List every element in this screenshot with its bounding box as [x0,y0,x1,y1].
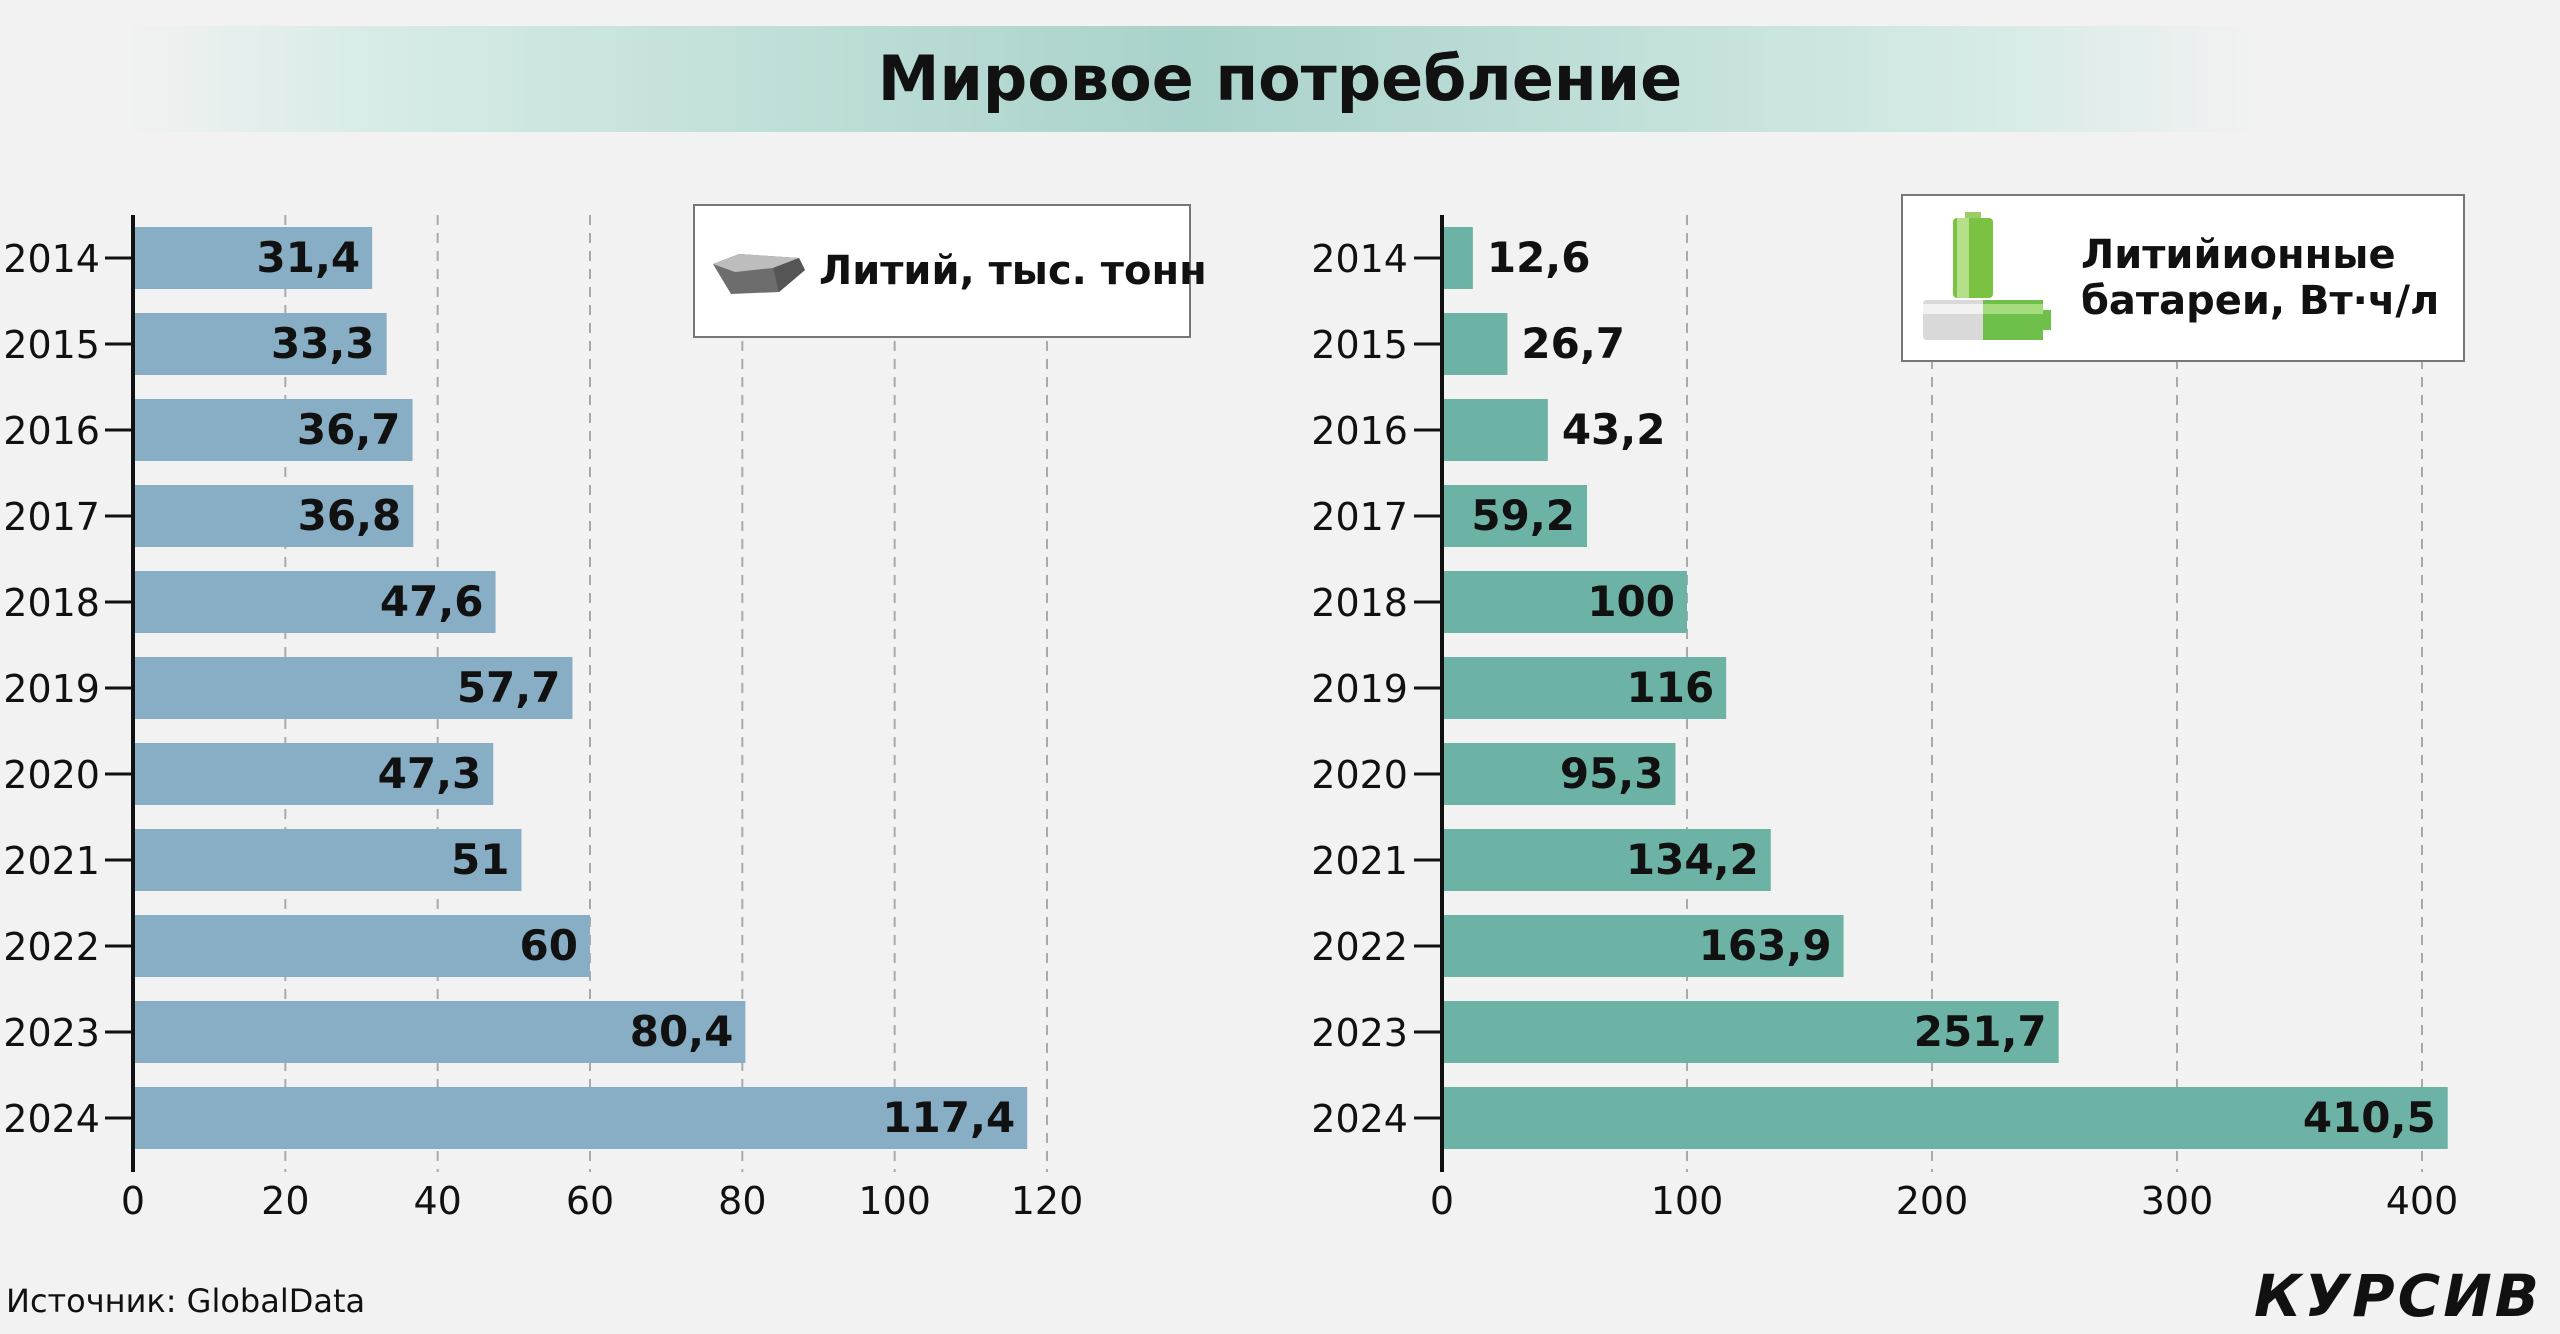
legend-lithium-label: Литий, тыс. тонн [819,248,1207,294]
battery-year-label: 2024 [1311,1097,1408,1141]
battery-bar [1442,485,1588,547]
battery-bar [1442,571,1687,633]
lithium-year-label: 2020 [3,753,100,797]
lithium-bar [133,743,494,805]
lithium-x-tick-label: 120 [1011,1179,1084,1223]
chart-title: Мировое потребление [877,42,1683,115]
battery-x-tick-label: 300 [2141,1179,2214,1223]
battery-value-label: 163,9 [1699,921,1832,970]
battery-bar [1442,915,1844,977]
battery-value-label: 12,6 [1487,233,1591,282]
lithium-bar [133,1001,746,1063]
lithium-ore-icon [709,250,809,300]
lithium-bar [133,915,590,977]
battery-value-label: 410,5 [2303,1093,2436,1142]
battery-value-label: 116 [1627,663,1715,712]
battery-year-label: 2023 [1311,1011,1408,1055]
lithium-year-label: 2018 [3,581,100,625]
lithium-x-tick-label: 0 [121,1179,145,1223]
brand-logo: КУРСИВ [2254,1262,2542,1330]
battery-bar [1442,227,1473,289]
lithium-year-label: 2015 [3,323,100,367]
lithium-x-tick-label: 20 [261,1179,309,1223]
battery-value-label: 134,2 [1626,835,1759,884]
lithium-bar [133,313,387,375]
battery-bar [1442,399,1548,461]
lithium-bar [133,227,373,289]
battery-year-label: 2018 [1311,581,1408,625]
battery-value-label: 43,2 [1562,405,1666,454]
lithium-year-label: 2022 [3,925,100,969]
title-band [120,26,2260,132]
battery-year-label: 2019 [1311,667,1408,711]
lithium-x-tick-label: 80 [718,1179,766,1223]
battery-year-label: 2017 [1311,495,1408,539]
lithium-bar [133,571,496,633]
battery-year-label: 2015 [1311,323,1408,367]
battery-value-label: 59,2 [1471,491,1575,540]
lithium-bar [133,485,414,547]
battery-bar [1442,313,1508,375]
lithium-value-label: 31,4 [257,233,361,282]
legend-lithium: Литий, тыс. тонн [693,204,1207,338]
battery-value-label: 100 [1587,577,1675,626]
battery-bar [1442,1087,2448,1149]
lithium-value-label: 117,4 [882,1093,1015,1142]
lithium-x-tick-label: 100 [858,1179,931,1223]
lithium-bar [133,829,522,891]
battery-value-label: 26,7 [1521,319,1625,368]
lithium-value-label: 36,8 [298,491,402,540]
battery-icon [1923,212,2053,346]
lithium-value-label: 47,6 [380,577,484,626]
lithium-value-label: 36,7 [297,405,401,454]
battery-year-label: 2014 [1311,237,1408,281]
lithium-value-label: 33,3 [271,319,375,368]
lithium-value-label: 51 [451,835,509,884]
lithium-bar [133,657,573,719]
battery-x-tick-label: 200 [1896,1179,1969,1223]
battery-year-label: 2022 [1311,925,1408,969]
battery-year-label: 2016 [1311,409,1408,453]
lithium-year-label: 2016 [3,409,100,453]
battery-x-tick-label: 400 [2386,1179,2459,1223]
battery-value-label: 95,3 [1560,749,1664,798]
lithium-year-label: 2023 [3,1011,100,1055]
lithium-year-label: 2014 [3,237,100,281]
lithium-year-label: 2017 [3,495,100,539]
battery-bar [1442,1001,2059,1063]
lithium-value-label: 47,3 [378,749,482,798]
lithium-bar [133,399,413,461]
lithium-x-tick-label: 60 [566,1179,614,1223]
lithium-year-label: 2024 [3,1097,100,1141]
lithium-year-label: 2019 [3,667,100,711]
lithium-bar [133,1087,1028,1149]
legend-battery: Литийионные батареи, Вт·ч/л [1901,194,2465,362]
battery-year-label: 2021 [1311,839,1408,883]
battery-x-tick-label: 0 [1430,1179,1454,1223]
legend-battery-label-line1: Литийионные [2081,232,2396,278]
battery-value-label: 251,7 [1914,1007,2047,1056]
lithium-x-tick-label: 40 [413,1179,461,1223]
battery-bar [1442,743,1676,805]
lithium-year-label: 2021 [3,839,100,883]
lithium-value-label: 80,4 [630,1007,734,1056]
battery-bar [1442,829,1771,891]
legend-battery-label-line2: батареи, Вт·ч/л [2081,278,2440,324]
lithium-value-label: 60 [520,921,578,970]
lithium-value-label: 57,7 [457,663,561,712]
battery-year-label: 2020 [1311,753,1408,797]
battery-bar [1442,657,1727,719]
source-note: Источник: GlobalData [6,1282,366,1320]
battery-x-tick-label: 100 [1651,1179,1724,1223]
